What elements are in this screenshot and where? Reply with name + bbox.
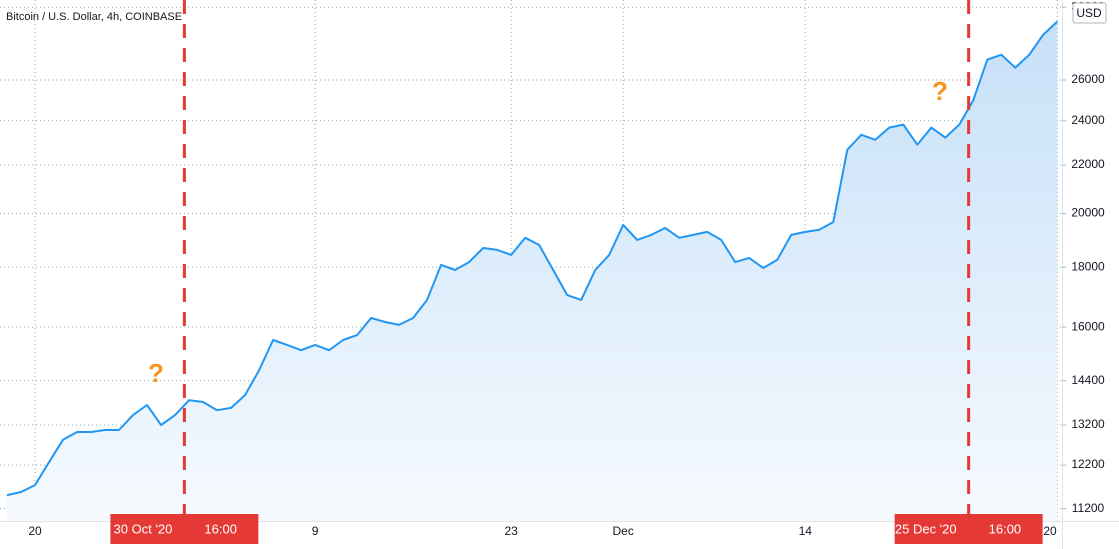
x-tick-label: 14 <box>799 524 813 538</box>
price-line <box>6 20 1058 497</box>
y-tick-label: 20000 <box>1071 206 1105 220</box>
area <box>7 21 1058 521</box>
y-tick-label: 13200 <box>1071 417 1105 431</box>
annotation: ? <box>932 76 948 106</box>
y-tick-label: 12200 <box>1071 457 1105 471</box>
y-tick-label: 22000 <box>1071 157 1105 171</box>
event-label-box <box>110 514 259 544</box>
event-label-box <box>894 514 1043 544</box>
annotation: ? <box>148 358 164 388</box>
x-tick-label: 20 <box>1043 524 1057 538</box>
y-tick-label: 14400 <box>1071 373 1105 387</box>
chart-title: Bitcoin / U.S. Dollar, 4h, COINBASE <box>6 11 182 23</box>
currency-label[interactable]: USD <box>1076 6 1102 20</box>
event-time-label: 16:00 <box>989 521 1022 536</box>
x-tick-label: 9 <box>312 524 319 538</box>
event-date-label: 30 Oct '20 <box>114 521 173 536</box>
y-tick-label: 11200 <box>1072 501 1105 515</box>
y-tick-label: 26000 <box>1071 72 1105 86</box>
y-tick-label: 24000 <box>1071 113 1105 127</box>
y-tick-label: 18000 <box>1071 259 1105 273</box>
y-tick-label: 16000 <box>1071 319 1105 333</box>
event-date-label: 25 Dec '20 <box>895 521 957 536</box>
x-tick-label: 20 <box>28 524 42 538</box>
data-layer <box>6 20 1058 521</box>
event-time-label: 16:00 <box>204 521 237 536</box>
x-tick-label: 23 <box>504 524 518 538</box>
currency-box[interactable] <box>1072 2 1107 24</box>
x-tick-label: Dec <box>613 524 634 538</box>
overlay-layer: 30 Oct '20 16:00 25 Dec '20 16:00 <box>110 0 1043 544</box>
